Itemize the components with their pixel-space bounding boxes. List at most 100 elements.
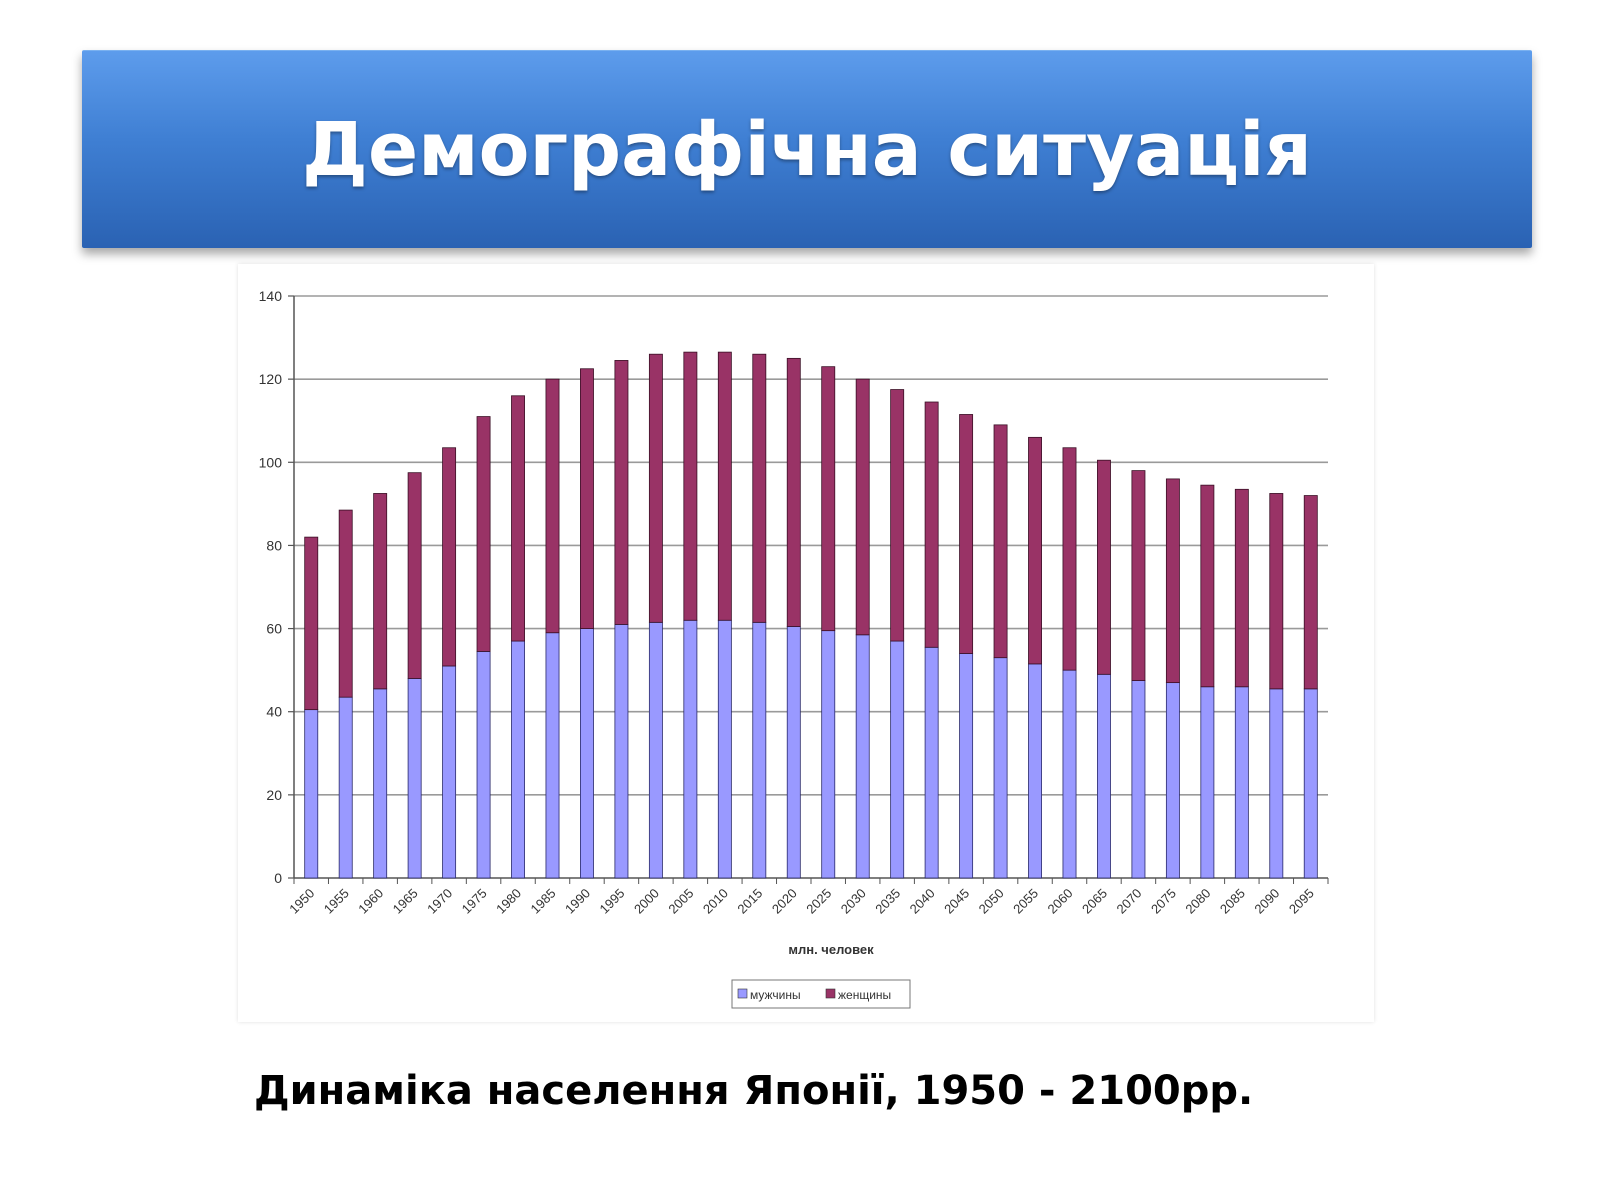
title-banner: Демографічна ситуація <box>82 50 1532 248</box>
bar-women-1985 <box>545 378 560 634</box>
x-tick-label: 1995 <box>596 886 627 917</box>
bar-women-2005 <box>683 351 698 621</box>
bar-men-1955 <box>338 696 353 879</box>
x-tick-label: 2035 <box>872 886 903 917</box>
bar-women-2010 <box>717 351 732 621</box>
bar-women-2060 <box>1062 447 1077 671</box>
bar-women-1980 <box>511 395 525 642</box>
bar-women-2055 <box>1028 436 1042 665</box>
bar-men-1975 <box>476 651 491 879</box>
bar-women-2065 <box>1097 459 1111 675</box>
bar-women-2025 <box>821 366 836 632</box>
bar-women-2035 <box>890 389 905 642</box>
bar-women-2075 <box>1165 478 1180 684</box>
x-tick-label: 2090 <box>1251 886 1282 917</box>
bar-women-2040 <box>924 401 939 648</box>
bar-women-2095 <box>1303 495 1318 690</box>
bar-men-1970 <box>442 665 457 879</box>
bar-women-1970 <box>442 447 457 667</box>
chart-caption: Динаміка населення Японії, 1950 - 2100рр… <box>254 1068 1254 1114</box>
bar-men-2010 <box>717 619 732 879</box>
bar-women-1995 <box>614 360 629 625</box>
x-tick-label: 1990 <box>562 886 593 917</box>
y-tick-label: 0 <box>274 870 282 886</box>
chart-area: 0 20 40 60 80 100 120 140 1950 1955 1960 1965 1970 19… <box>238 264 1374 1022</box>
bar-men-2090 <box>1269 688 1284 879</box>
bar-men-1960 <box>373 688 388 879</box>
bar-men-2095 <box>1303 688 1318 879</box>
x-tick-label: 1950 <box>286 886 317 917</box>
x-tick-label: 2010 <box>700 886 731 917</box>
y-tick-label: 140 <box>259 288 283 304</box>
bar-men-2035 <box>890 640 905 879</box>
y-tick-label: 120 <box>259 371 283 387</box>
legend-label-men: мужчины <box>750 988 801 1002</box>
bar-women-1965 <box>407 472 422 679</box>
x-tick-label: 1955 <box>321 886 352 917</box>
x-tick-label: 1980 <box>493 886 524 917</box>
bar-men-1950 <box>304 709 319 879</box>
legend-label-women: женщины <box>838 988 891 1002</box>
x-tick-label: 2060 <box>1045 886 1076 917</box>
legend-swatch-men <box>737 988 748 999</box>
x-tick-label: 2015 <box>734 886 765 917</box>
bar-women-1975 <box>476 416 491 652</box>
bar-women-2020 <box>786 357 801 627</box>
legend-swatch-women <box>825 988 836 999</box>
x-tick-label: 2025 <box>803 886 834 917</box>
bar-men-2000 <box>648 621 663 879</box>
bar-men-2075 <box>1165 682 1180 879</box>
bar-men-2020 <box>786 626 801 879</box>
bar-women-1955 <box>338 509 353 698</box>
bar-men-2070 <box>1131 680 1146 879</box>
bar-men-2045 <box>959 653 974 879</box>
bar-men-2065 <box>1097 673 1111 879</box>
bar-women-2000 <box>648 353 663 623</box>
y-tick-label: 40 <box>266 704 282 720</box>
x-tick-label: 2065 <box>1079 886 1110 917</box>
x-tick-label: 2070 <box>1113 886 1144 917</box>
bar-men-2060 <box>1062 669 1077 879</box>
x-tick-label: 2075 <box>1148 886 1179 917</box>
bar-women-1960 <box>373 493 388 690</box>
x-tick-label: 2030 <box>838 886 869 917</box>
bar-women-2090 <box>1269 493 1284 690</box>
x-tick-label: 2020 <box>769 886 800 917</box>
bar-men-2080 <box>1200 686 1215 879</box>
bar-men-2005 <box>683 619 698 879</box>
x-tick-label: 2080 <box>1182 886 1213 917</box>
bar-men-2025 <box>821 630 836 879</box>
bar-men-1980 <box>511 640 525 879</box>
bar-women-1990 <box>580 368 594 629</box>
y-tick-label: 80 <box>266 537 282 553</box>
bar-men-1995 <box>614 624 629 879</box>
x-tick-label: 1965 <box>390 886 421 917</box>
bar-men-1990 <box>580 628 594 879</box>
x-tick-label: 1985 <box>528 886 559 917</box>
bar-women-2070 <box>1131 470 1146 681</box>
y-tick-label: 100 <box>259 454 283 470</box>
x-tick-label: 2000 <box>631 886 662 917</box>
x-tick-label: 2045 <box>941 886 972 917</box>
bar-women-2050 <box>993 424 1008 659</box>
x-tick-label: 2085 <box>1217 886 1248 917</box>
bar-men-2040 <box>924 646 939 879</box>
bar-women-2030 <box>855 378 870 636</box>
bar-women-1950 <box>304 536 319 711</box>
x-tick-label: 1960 <box>355 886 386 917</box>
x-tick-label: 1970 <box>424 886 455 917</box>
x-tick-label: 2050 <box>976 886 1007 917</box>
x-tick-label: 2040 <box>907 886 938 917</box>
bar-women-2080 <box>1200 484 1215 688</box>
bar-women-2045 <box>959 414 974 654</box>
y-tick-label: 20 <box>266 787 282 803</box>
bar-men-2055 <box>1028 663 1042 879</box>
bar-men-1965 <box>407 678 422 879</box>
bar-men-2085 <box>1234 686 1249 879</box>
legend-box <box>731 979 911 1009</box>
bar-men-1985 <box>545 632 560 879</box>
bar-men-2050 <box>993 657 1008 879</box>
slide-title: Демографічна ситуація <box>302 106 1312 193</box>
